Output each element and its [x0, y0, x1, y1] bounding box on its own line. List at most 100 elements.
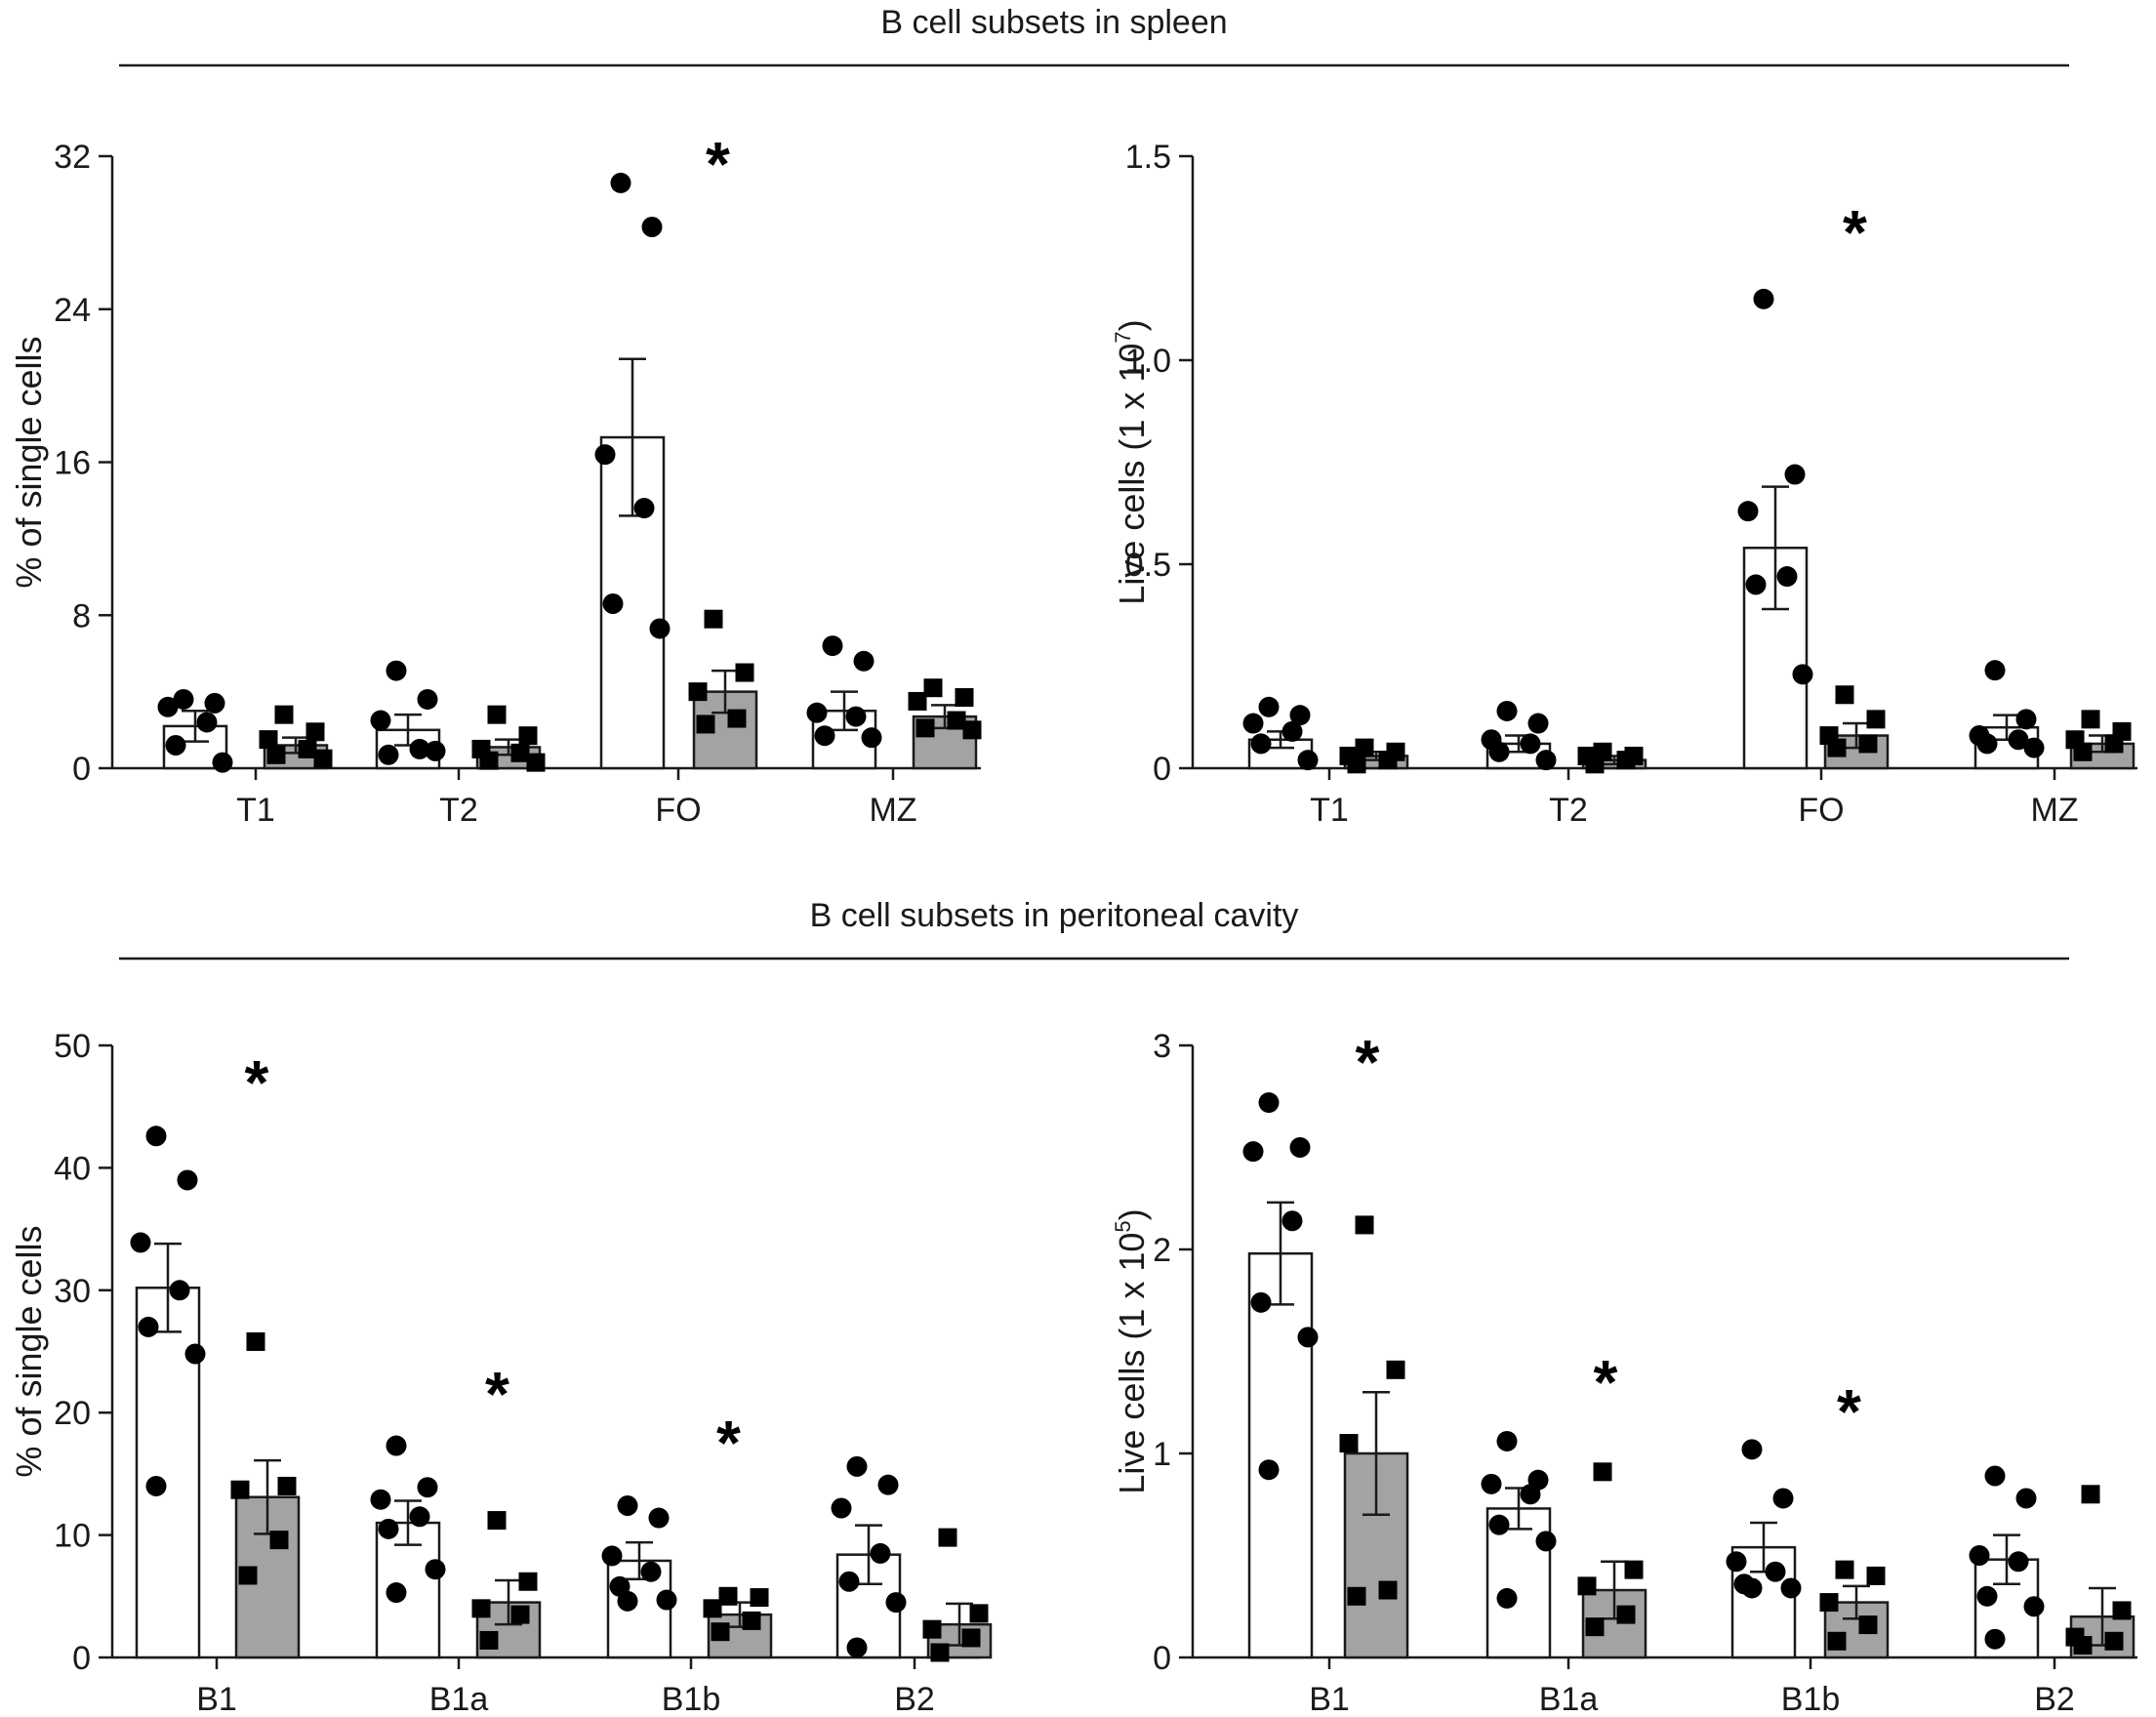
data-point-square — [2104, 734, 2124, 754]
data-point-square — [1624, 1560, 1644, 1579]
data-point-circle — [1297, 750, 1319, 771]
data-point-circle — [386, 660, 407, 681]
data-point-square — [487, 705, 507, 724]
data-point-square — [969, 1604, 989, 1623]
data-point-circle — [1250, 1291, 1272, 1313]
y-tick-label: 2 — [1153, 1232, 1171, 1269]
data-point-circle — [1535, 750, 1557, 771]
data-point-square — [1835, 1560, 1854, 1579]
data-point-circle — [617, 1590, 638, 1612]
y-axis-label-text: Live cells (1 x 10 — [1112, 344, 1152, 605]
y-axis-label-superscript: 7 — [1111, 331, 1135, 343]
y-axis-label-close: ) — [1112, 319, 1152, 331]
data-point-square — [1827, 1631, 1847, 1651]
y-tick-label: 0.5 — [1125, 547, 1171, 584]
data-point-square — [1858, 734, 1878, 754]
data-point-circle — [417, 1477, 438, 1498]
data-point-square — [510, 743, 530, 762]
data-point-circle — [196, 712, 218, 733]
data-point-circle — [861, 727, 882, 749]
bar-open — [1247, 1251, 1314, 1659]
data-point-circle — [641, 216, 663, 237]
data-point-circle — [1969, 1545, 1990, 1566]
data-point-square — [230, 1480, 250, 1499]
data-point-circle — [610, 172, 631, 193]
data-point-square — [696, 715, 715, 734]
data-point-circle — [1258, 696, 1280, 717]
data-point-square — [1616, 751, 1636, 770]
data-point-circle — [1792, 664, 1813, 685]
data-point-circle — [1250, 733, 1272, 755]
y-tick-label: 40 — [54, 1150, 91, 1187]
data-point-circle — [2008, 729, 2029, 751]
data-point-circle — [601, 1545, 623, 1567]
data-point-circle — [378, 744, 399, 765]
data-point-circle — [130, 1232, 151, 1253]
data-point-circle — [1520, 1484, 1541, 1505]
y-axis-label-text: % of single cells — [9, 336, 49, 588]
data-point-circle — [1776, 566, 1798, 588]
data-point-square — [2073, 742, 2093, 761]
y-tick-label: 0 — [72, 1640, 91, 1677]
data-point-circle — [1496, 1587, 1518, 1609]
data-point-circle — [1745, 574, 1767, 595]
data-point-square — [274, 705, 294, 724]
data-point-square — [2081, 710, 2100, 729]
chart-peritoneal-percent: 0 10 20 30 40 50 % of single cells B1 * B1a * B1b * B… — [9, 1028, 993, 1717]
data-point-circle — [386, 1435, 407, 1456]
data-point-square — [711, 1622, 730, 1642]
data-point-square — [479, 751, 499, 770]
data-point-square — [471, 1599, 491, 1618]
x-tick-label: T1 — [236, 792, 275, 829]
data-point-circle — [2015, 1488, 2037, 1509]
y-axis-label-superscript: 5 — [1111, 1220, 1135, 1232]
data-point-circle — [1242, 1141, 1264, 1163]
data-point-circle — [846, 1455, 868, 1477]
data-point-circle — [649, 618, 671, 639]
data-point-square — [1827, 738, 1847, 757]
data-point-circle — [1481, 1473, 1502, 1494]
y-axis-label-text: % of single cells — [9, 1225, 49, 1477]
data-point-square — [277, 1476, 297, 1495]
data-point-square — [1378, 1580, 1398, 1600]
data-point-circle — [1535, 1531, 1557, 1552]
significance-star: * — [1356, 1027, 1380, 1097]
data-point-square — [1347, 755, 1366, 774]
y-axis-label: % of single cells — [9, 1225, 49, 1477]
data-point-circle — [2023, 1596, 2045, 1617]
data-point-square — [526, 753, 546, 772]
x-tick-label: B1a — [429, 1681, 489, 1717]
data-point-square — [947, 711, 966, 730]
data-point-circle — [594, 444, 616, 466]
data-point-square — [1378, 751, 1398, 770]
data-point-square — [1866, 1566, 1886, 1585]
data-point-square — [727, 709, 747, 728]
data-point-circle — [1765, 1561, 1786, 1582]
data-point-circle — [1737, 501, 1759, 522]
data-point-circle — [845, 706, 867, 727]
data-point-square — [2104, 1631, 2124, 1651]
data-point-square — [2112, 1601, 2132, 1620]
data-point-circle — [1984, 1465, 2006, 1487]
x-tick-label: MZ — [869, 792, 916, 829]
data-point-circle — [617, 1495, 638, 1517]
y-tick-label: 16 — [54, 445, 91, 482]
data-point-square — [2081, 1485, 2100, 1504]
data-point-square — [518, 726, 538, 746]
y-tick-label: 24 — [54, 292, 91, 329]
data-point-square — [688, 682, 708, 702]
data-point-square — [703, 1599, 722, 1618]
data-point-circle — [1984, 660, 2006, 681]
data-point-circle — [212, 752, 233, 773]
data-point-square — [742, 1611, 761, 1630]
data-point-circle — [1753, 288, 1774, 309]
data-point-circle — [1488, 741, 1510, 762]
data-point-circle — [177, 1169, 198, 1191]
data-point-circle — [1984, 1628, 2006, 1650]
x-tick-label: MZ — [2030, 792, 2078, 829]
y-axis-label: Live cells (1 x 107) — [1111, 319, 1152, 604]
x-tick-label: B2 — [894, 1681, 935, 1717]
data-point-square — [518, 1572, 538, 1591]
bar-open — [135, 1287, 201, 1659]
y-tick-label: 1.5 — [1125, 139, 1171, 176]
